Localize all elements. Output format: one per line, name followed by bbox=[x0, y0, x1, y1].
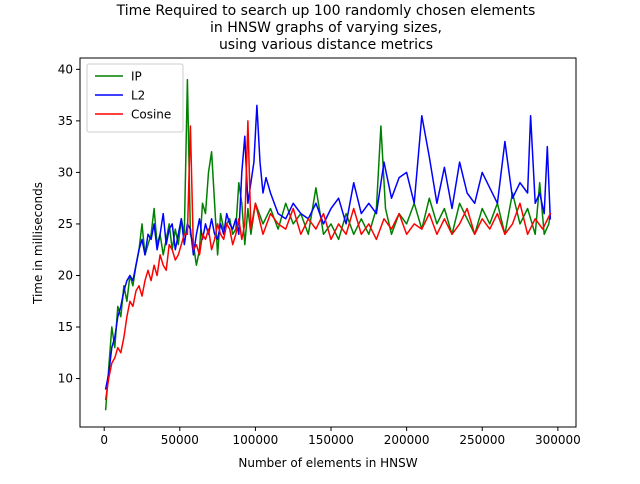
legend-frame bbox=[86, 63, 184, 133]
y-tick-label: 40 bbox=[58, 62, 73, 76]
x-tick-label: 300000 bbox=[535, 433, 581, 447]
series-line-cosine bbox=[104, 120, 552, 401]
legend-label-cosine: Cosine bbox=[131, 108, 171, 122]
x-tick-label: 200000 bbox=[384, 433, 430, 447]
chart-title-line-2: in HNSW graphs of varying sizes, bbox=[210, 20, 442, 36]
y-tick-label: 20 bbox=[58, 268, 73, 282]
y-tick-label: 35 bbox=[58, 114, 73, 128]
chart-title-line-3: using various distance metrics bbox=[219, 37, 433, 53]
series-line-ip bbox=[104, 78, 552, 411]
axes-layer: 0 50000 100000 150000 200000 250000 300000 10 15… bbox=[58, 57, 581, 447]
x-tick-label: 0 bbox=[100, 433, 108, 447]
plot-frame bbox=[79, 57, 577, 428]
y-tick-label: 15 bbox=[58, 320, 73, 334]
y-tick-label: 30 bbox=[58, 165, 73, 179]
chart-title-line-1: Time Required to search up 100 randomly … bbox=[116, 3, 536, 19]
series-line-l2 bbox=[104, 104, 552, 390]
y-axis-label: Time in milliseconds bbox=[31, 182, 45, 305]
x-axis-label: Number of elements in HNSW bbox=[238, 456, 417, 470]
legend: IP L2 Cosine bbox=[86, 63, 184, 133]
y-tick-label: 10 bbox=[58, 372, 73, 386]
y-tick-label: 25 bbox=[58, 217, 73, 231]
x-tick-label: 50000 bbox=[161, 433, 199, 447]
x-tick-label: 150000 bbox=[308, 433, 354, 447]
x-tick-label: 250000 bbox=[459, 433, 505, 447]
legend-label-l2: L2 bbox=[131, 89, 145, 103]
x-tick-label: 100000 bbox=[233, 433, 279, 447]
series-layer bbox=[104, 78, 552, 411]
legend-label-ip: IP bbox=[131, 70, 142, 84]
